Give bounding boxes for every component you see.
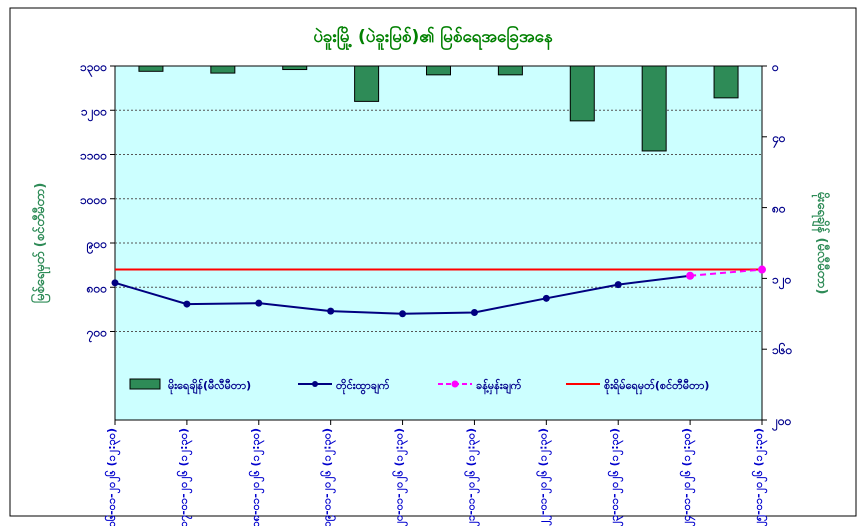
bar-series-group (138, 65, 739, 152)
x-tick-label: ၂၁-၀၁-၂၀၂၆ (၁၂:၃၀) (464, 428, 480, 526)
legend-label: ခန့်မှန်းချက် (476, 378, 522, 395)
y-right-tick-label: ၁၆၀ (772, 341, 793, 357)
forecast-point (758, 265, 766, 274)
rainfall-bar (354, 65, 380, 102)
forecast-line (690, 268, 763, 277)
rainfall-bar (497, 65, 523, 76)
legend-item: ခန့်မှန်းချက် (438, 378, 522, 395)
y-axis-left-label: မြစ်ရေမှတ် (စင်တီမီတာ) (30, 183, 51, 304)
y-right-tick-label: ၄၀ (771, 131, 786, 149)
y-right-tick-label: ၂၀၀ (771, 414, 792, 432)
y-left-tick-label: ၁၁၀၀ (80, 149, 107, 163)
y-axis-right-label: မိုးရေချိန် (မီလီမီတာ) (811, 192, 831, 295)
legend-marker (312, 381, 318, 387)
legend: မိုးရေချိန်(မီလီမီတာ) တိုင်းထွာချက် ခန့်မှ… (129, 378, 709, 395)
y-left-tick-label: ၇၀၀ (86, 326, 108, 344)
observed-point (183, 300, 191, 308)
observed-point (614, 281, 622, 289)
forecast-point (686, 271, 695, 280)
legend-label: မိုးရေချိန်(မီလီမီတာ) (168, 378, 251, 395)
x-tick-label: ၁၆-၀၁-၂၀၂၆ (၁၂:၃၀) (105, 428, 121, 526)
x-tick-label: ၂၄-၀၁-၂၀၂၆ (၁၂:၃၀) (680, 428, 696, 526)
x-tick-label: ၁၇-၀၁-၂၀၂၆ (၁၂:၃၀) (177, 428, 193, 526)
x-tick-label: ၁၈-၀၁-၂၀၂၆ (၁၂:၃၀) (249, 428, 265, 526)
legend-item: တိုင်းထွာချက် (298, 378, 390, 395)
rainfall-bar (713, 65, 739, 99)
y-right-tick-label: ၁၂၀ (772, 272, 792, 290)
y-right-tick-label: ၀ (771, 60, 779, 74)
legend-label: စိုးရိမ်ရေမှတ်(စင်တီမီတာ) (604, 378, 709, 395)
observed-point (470, 308, 478, 316)
y-left-tick-label: ၈၀၀ (86, 281, 108, 295)
legend-item: စိုးရိမ်ရေမှတ်(စင်တီမီတာ) (566, 378, 709, 395)
line-series-group (111, 265, 766, 318)
y-left-tick-label: ၁၃၀၀ (80, 60, 107, 78)
observed-point (542, 294, 550, 302)
x-tick-label: ၂၂-၀၁-၂၀၂၆ (၁၂:၃၀) (536, 428, 552, 526)
observed-point (255, 299, 263, 307)
legend-swatch (129, 378, 161, 390)
legend-marker (451, 380, 459, 388)
chart-title: ပဲခူးမြို့ (ပဲခူးမြစ်)၏ မြစ်ရေအခြေအနေ (313, 24, 553, 51)
x-tick-label: ၂၃-၀၁-၂၀၂၆ (၁၂:၃၀) (608, 428, 624, 526)
rainfall-bar (138, 65, 164, 72)
y-right-tick-label: ၈၀ (771, 202, 786, 216)
rainfall-bar (426, 65, 451, 76)
rainfall-bar (282, 65, 308, 71)
observed-point (399, 310, 407, 318)
observed-point (327, 307, 335, 315)
observed-point (111, 279, 119, 287)
x-tick-label: ၂၀-၀၁-၂၀၂၆ (၁၂:၃၀) (393, 428, 409, 526)
x-tick-label: ၁၉-၀၁-၂၀၂၆ (၁၂:၃၀) (321, 428, 337, 526)
y-left-tick-label: ၉၀၀ (86, 237, 108, 255)
y-left-tick-label: ၁၂၀၀ (81, 104, 107, 122)
legend-item: မိုးရေချိန်(မီလီမီတာ) (129, 378, 251, 395)
rainfall-bar (569, 65, 595, 122)
rainfall-bar (210, 65, 236, 74)
y-left-tick-label: ၁၀၀၀ (80, 193, 107, 207)
x-tick-label: ၂၅-၀၁-၂၀၂၆ (၁၂:၃၀) (752, 428, 768, 526)
legend-label: တိုင်းထွာချက် (336, 378, 390, 395)
rainfall-bar (641, 65, 667, 152)
